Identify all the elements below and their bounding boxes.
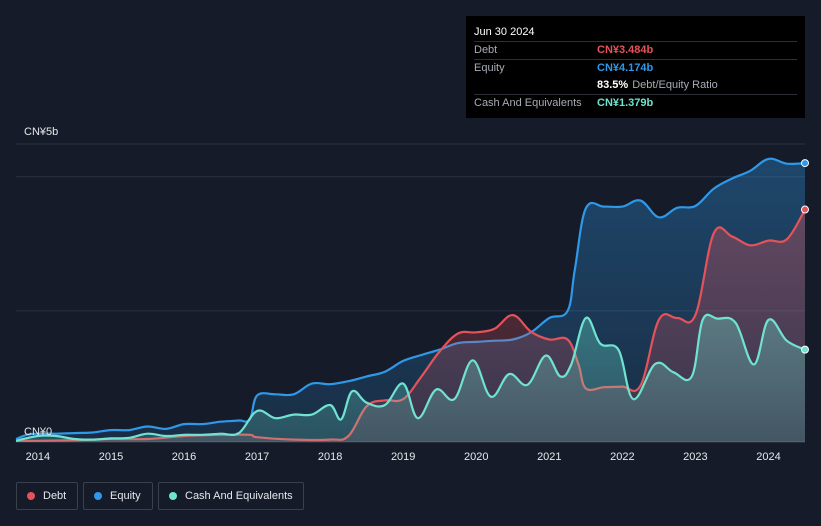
- legend-cash-label: Cash And Equivalents: [185, 490, 293, 502]
- cash-line: [15, 313, 806, 442]
- legend-cash-dot-icon: [169, 492, 177, 500]
- legend-equity-dot-icon: [94, 492, 102, 500]
- tooltip-debt-value: CN¥3.484b: [597, 44, 654, 56]
- tooltip-row-ratio: 83.5% Debt/Equity Ratio: [474, 77, 797, 94]
- tooltip-row-debt: Debt CN¥3.484b: [474, 41, 797, 59]
- legend-equity[interactable]: Equity: [83, 482, 153, 510]
- x-tick-label-2014: 2014: [26, 451, 50, 463]
- legend-debt-label: Debt: [43, 490, 67, 502]
- x-tick-label-2023: 2023: [683, 451, 707, 463]
- equity-line: [15, 157, 806, 441]
- equity-end-point: [801, 159, 809, 168]
- debt-end-point: [801, 205, 809, 214]
- legend-cash[interactable]: Cash And Equivalents: [158, 482, 304, 510]
- x-tick-label-2020: 2020: [464, 451, 488, 463]
- x-tick-label-2021: 2021: [537, 451, 561, 463]
- legend-debt-dot-icon: [27, 492, 35, 500]
- cash-end-point: [801, 345, 809, 354]
- tooltip-equity-label: Equity: [474, 62, 505, 74]
- tooltip-debt-label: Debt: [474, 44, 498, 56]
- x-tick-label-2017: 2017: [245, 451, 269, 463]
- tooltip-ratio-value: 83.5%: [597, 79, 629, 91]
- tooltip-cash-label: Cash And Equivalents: [474, 97, 582, 109]
- tooltip-row-cash: Cash And Equivalents CN¥1.379b: [474, 94, 797, 112]
- tooltip-equity-value: CN¥4.174b: [597, 62, 654, 74]
- x-tick-label-2019: 2019: [391, 451, 415, 463]
- y-label-top: CN¥5b: [24, 126, 58, 138]
- tooltip-date: Jun 30 2024: [474, 26, 535, 38]
- tooltip-ratio-label: Debt/Equity Ratio: [632, 79, 718, 91]
- x-tick-label-2024: 2024: [756, 451, 780, 463]
- x-tick-label-2015: 2015: [99, 451, 123, 463]
- hover-tooltip: Jun 30 2024 Debt CN¥3.484b Equity CN¥4.1…: [466, 16, 805, 118]
- tooltip-row-equity: Equity CN¥4.174b: [474, 59, 797, 77]
- x-tick-label-2016: 2016: [172, 451, 196, 463]
- x-tick-label-2018: 2018: [318, 451, 342, 463]
- legend-equity-label: Equity: [110, 490, 141, 502]
- tooltip-cash-value: CN¥1.379b: [597, 97, 654, 109]
- x-tick-label-2022: 2022: [610, 451, 634, 463]
- legend-debt[interactable]: Debt: [16, 482, 78, 510]
- y-label-bottom: CN¥0: [24, 426, 52, 438]
